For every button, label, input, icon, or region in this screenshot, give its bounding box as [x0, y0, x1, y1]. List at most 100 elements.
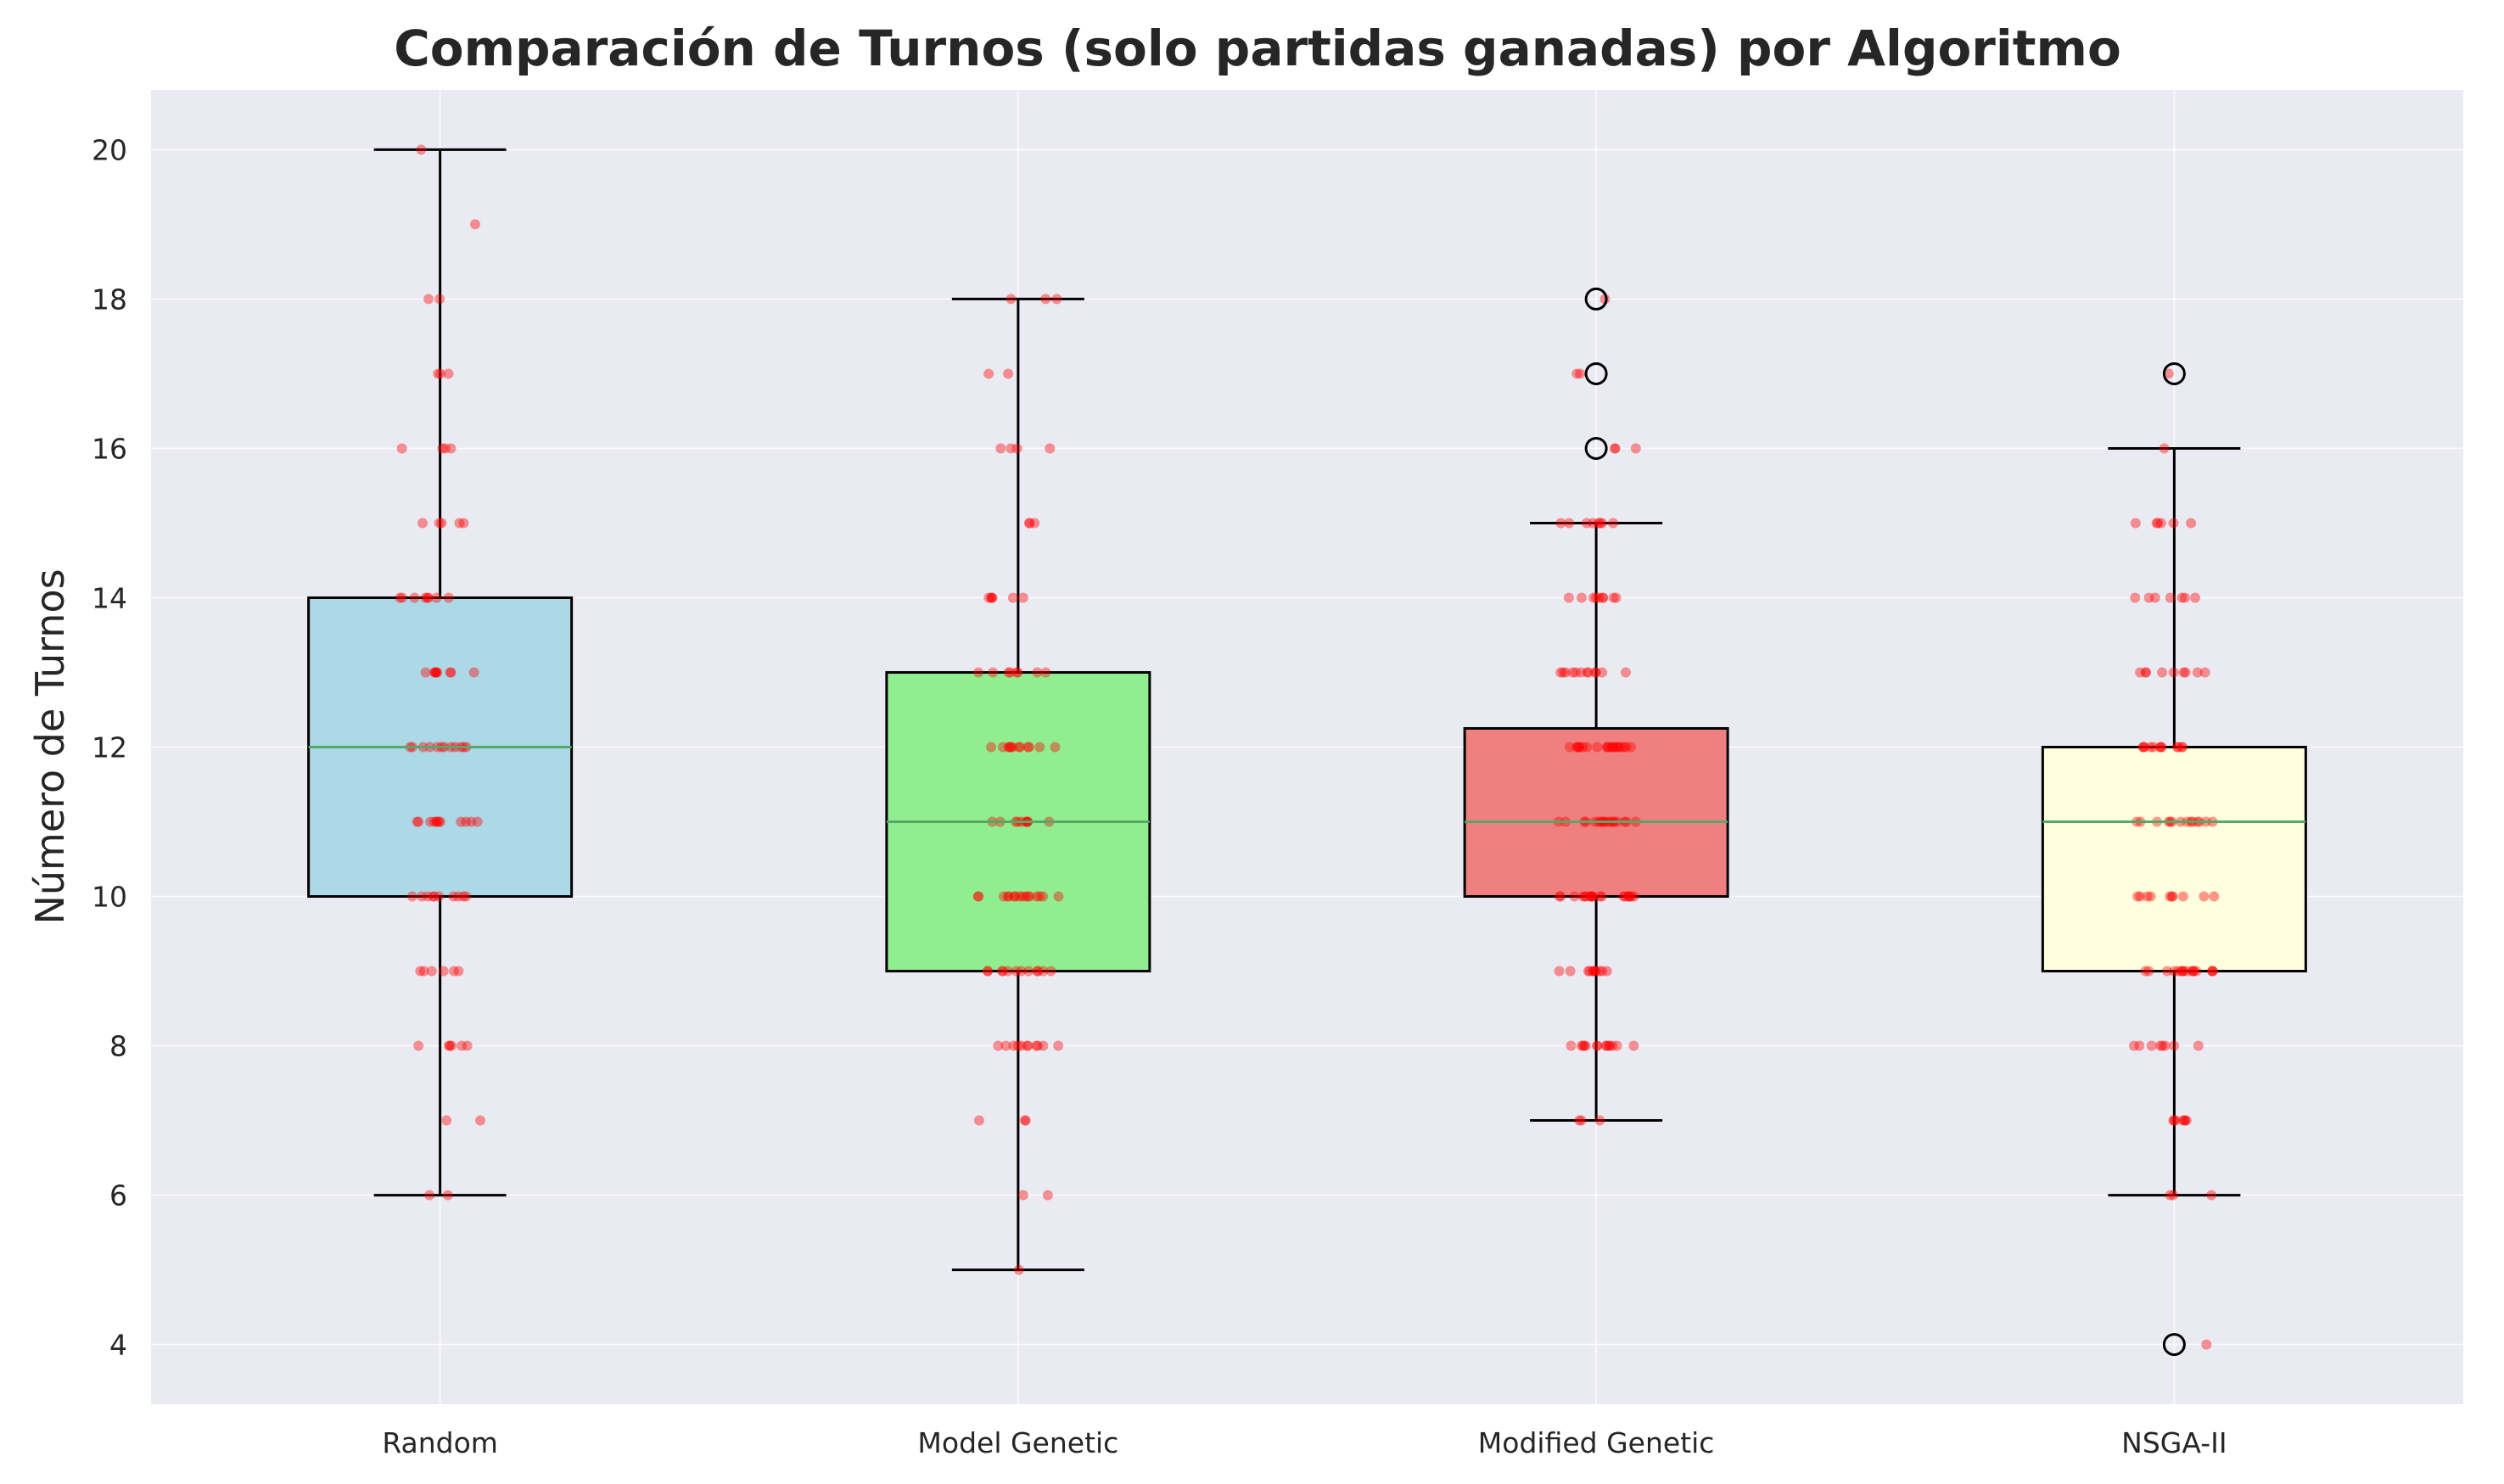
- data-point: [2188, 966, 2199, 977]
- data-point: [1051, 294, 1062, 305]
- data-point: [2176, 592, 2187, 603]
- data-point: [461, 891, 472, 902]
- data-point: [2173, 742, 2184, 753]
- data-point: [1588, 592, 1599, 603]
- data-point: [1610, 443, 1621, 454]
- data-point: [1604, 742, 1615, 753]
- data-point: [2186, 518, 2197, 529]
- data-point: [452, 891, 463, 902]
- box-group: [885, 294, 1151, 1275]
- data-point: [2193, 1040, 2204, 1051]
- data-point: [1045, 443, 1056, 454]
- data-point: [2165, 891, 2176, 902]
- data-point: [432, 816, 443, 827]
- data-point: [434, 294, 445, 305]
- data-point: [431, 667, 442, 678]
- data-point: [424, 1190, 435, 1201]
- data-point: [1592, 1040, 1603, 1051]
- data-point: [1577, 1040, 1588, 1051]
- box-group: [2041, 361, 2307, 1357]
- data-point: [2134, 1040, 2145, 1051]
- data-point: [2146, 1040, 2157, 1051]
- data-point: [986, 742, 997, 753]
- data-point: [409, 592, 420, 603]
- data-point: [1588, 966, 1599, 977]
- data-point: [2199, 891, 2210, 902]
- data-point: [2140, 667, 2151, 678]
- data-point: [2192, 667, 2203, 678]
- data-point: [1012, 1040, 1023, 1051]
- data-point: [431, 592, 442, 603]
- data-point: [1612, 742, 1623, 753]
- y-tick-label: 20: [92, 133, 127, 166]
- data-point: [1590, 667, 1601, 678]
- data-point: [2155, 742, 2166, 753]
- data-point: [412, 816, 423, 827]
- data-point: [1608, 742, 1619, 753]
- data-point: [2157, 667, 2168, 678]
- data-point: [1628, 891, 1639, 902]
- data-point: [1608, 592, 1619, 603]
- data-point: [1004, 742, 1015, 753]
- data-point: [1582, 742, 1593, 753]
- data-point: [1585, 891, 1596, 902]
- data-point: [436, 518, 447, 529]
- jitter-points: [972, 294, 1064, 1275]
- data-point: [986, 592, 997, 603]
- data-point: [982, 966, 993, 977]
- data-point: [457, 891, 468, 902]
- data-point: [996, 966, 1007, 977]
- data-point: [1016, 1040, 1027, 1051]
- data-point: [1032, 1040, 1043, 1051]
- data-point: [446, 1040, 457, 1051]
- data-point: [1563, 592, 1574, 603]
- data-point: [2177, 891, 2188, 902]
- data-point: [1598, 592, 1609, 603]
- y-axis-label: Número de Turnos: [27, 568, 73, 924]
- data-point: [1577, 1040, 1588, 1051]
- data-point: [1032, 667, 1043, 678]
- data-point: [2157, 1040, 2168, 1051]
- data-point: [1608, 518, 1619, 529]
- data-point: [1597, 966, 1608, 977]
- outlier-point: [1584, 361, 1608, 385]
- data-point: [431, 816, 442, 827]
- data-point: [2180, 592, 2191, 603]
- data-point: [1020, 1115, 1031, 1126]
- data-point: [1053, 1040, 1064, 1051]
- data-point: [1581, 891, 1592, 902]
- data-point: [2169, 966, 2180, 977]
- data-point: [1594, 1115, 1605, 1126]
- x-tick-label: Model Genetic: [917, 1426, 1118, 1459]
- data-point: [2166, 891, 2177, 902]
- data-point: [2148, 742, 2159, 753]
- data-point: [2129, 1040, 2140, 1051]
- data-point: [1630, 443, 1641, 454]
- data-point: [432, 667, 443, 678]
- data-point: [1011, 667, 1022, 678]
- data-point: [1003, 667, 1014, 678]
- data-point: [1032, 966, 1043, 977]
- data-point: [442, 1190, 453, 1201]
- data-point: [2135, 667, 2146, 678]
- data-point: [443, 592, 454, 603]
- data-point: [973, 667, 984, 678]
- data-point: [426, 966, 437, 977]
- data-point: [2151, 518, 2162, 529]
- data-point: [1607, 1040, 1618, 1051]
- data-point: [1601, 1040, 1612, 1051]
- data-point: [1587, 891, 1598, 902]
- data-point: [2191, 966, 2202, 977]
- data-point: [1565, 966, 1576, 977]
- data-point: [2153, 518, 2164, 529]
- data-point: [1053, 891, 1064, 902]
- data-point: [1601, 742, 1612, 753]
- data-point: [1583, 667, 1594, 678]
- data-point: [993, 1040, 1004, 1051]
- data-point: [406, 891, 417, 902]
- data-point: [2138, 742, 2149, 753]
- data-point: [1011, 667, 1022, 678]
- data-point: [995, 443, 1006, 454]
- data-point: [395, 592, 406, 603]
- data-point: [2167, 891, 2178, 902]
